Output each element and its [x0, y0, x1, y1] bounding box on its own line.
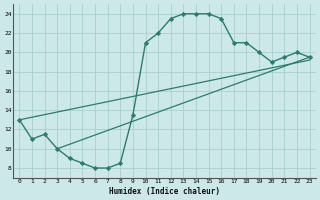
X-axis label: Humidex (Indice chaleur): Humidex (Indice chaleur)	[109, 187, 220, 196]
